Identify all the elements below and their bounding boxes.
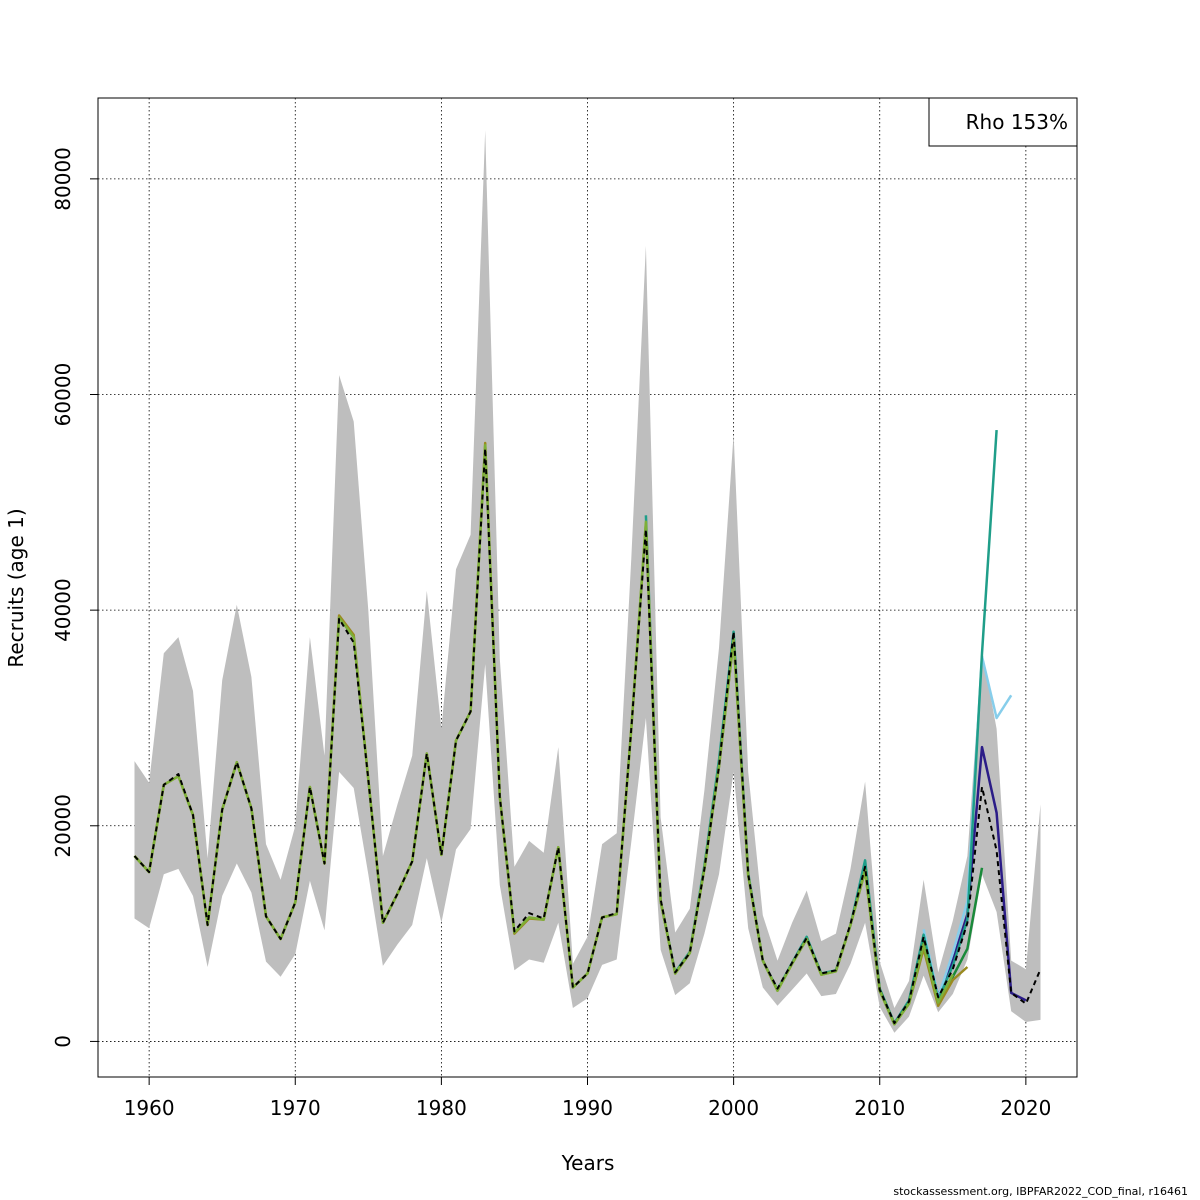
x-tick-label: 1960 (124, 1096, 175, 1120)
y-tick-label: 60000 (51, 363, 75, 427)
grid-lines (98, 98, 1077, 1077)
y-axis: 0 20000 40000 60000 80000 (51, 147, 99, 1048)
series-layer (133, 430, 1042, 1026)
y-tick-label: 0 (51, 1035, 75, 1048)
x-tick-label: 1970 (270, 1096, 321, 1120)
confidence-band (134, 130, 1041, 1033)
x-tick-label: 1990 (562, 1096, 613, 1120)
x-tick-label: 2020 (1000, 1096, 1051, 1120)
legend-frame (928, 97, 1078, 147)
y-tick-label: 80000 (51, 147, 75, 211)
x-tick-label: 2000 (708, 1096, 759, 1120)
x-axis: 1960 1970 1980 1990 2000 2010 2020 (124, 1076, 1051, 1120)
legend-box: Rho 153% (928, 97, 1078, 147)
x-tick-label: 2010 (854, 1096, 905, 1120)
x-axis-title: Years (561, 1151, 615, 1175)
y-tick-label: 40000 (51, 578, 75, 642)
legend-rho-text: Rho 153% (966, 110, 1068, 134)
footer-source-note: stockassessment.org, IBPFAR2022_COD_fina… (893, 1185, 1188, 1198)
y-tick-label: 20000 (51, 794, 75, 858)
x-tick-label: 1980 (416, 1096, 467, 1120)
y-axis-title: Recruits (age 1) (4, 508, 28, 667)
confidence-band-layer (134, 130, 1041, 1033)
